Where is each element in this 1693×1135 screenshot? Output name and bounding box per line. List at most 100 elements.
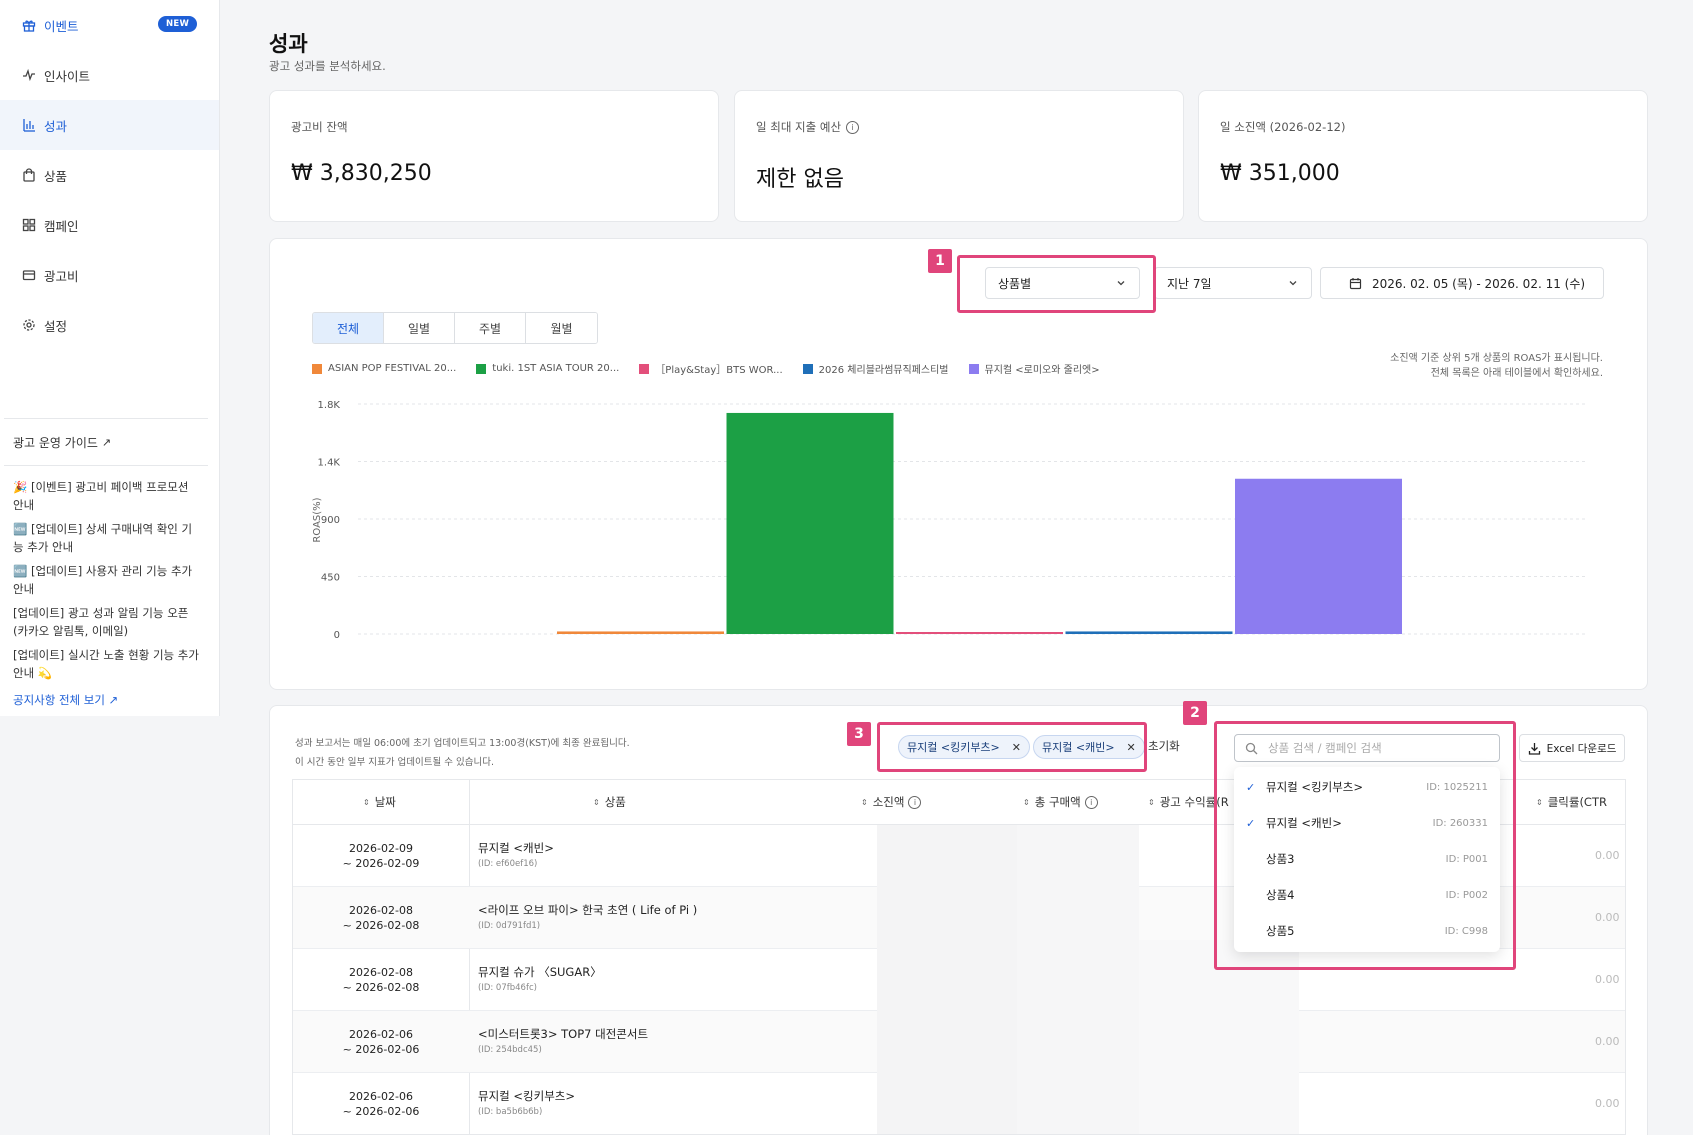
- excel-download-button[interactable]: Excel 다운로드: [1519, 734, 1625, 762]
- date-cell: 2026-02-09 ~ 2026-02-09: [342, 842, 420, 870]
- daily-spend-card: 일 소진액 (2026-02-12) ₩ 351,000: [1198, 90, 1648, 222]
- daily-budget-label: 일 최대 지출 예산 i: [756, 119, 860, 135]
- info-icon[interactable]: i: [908, 795, 922, 809]
- table-row[interactable]: 2026-02-08 ~ 2026-02-08 뮤지컬 슈가 〈SUGAR〉 (I…: [293, 949, 1625, 1011]
- reset-button[interactable]: 초기화: [1148, 739, 1180, 753]
- external-link-icon: ↗: [101, 435, 112, 449]
- product-id: (ID: ef60ef16): [478, 859, 538, 869]
- close-icon[interactable]: ✕: [1011, 740, 1021, 754]
- sidebar-item-label: 광고비: [44, 268, 79, 284]
- highlight-box-2: [1214, 721, 1516, 970]
- notice-item[interactable]: 🎉 [이벤트] 광고비 페이백 프로모션 안내: [13, 480, 189, 512]
- chart-legend: ASIAN POP FESTIVAL 20... tuki. 1ST ASIA …: [312, 361, 1120, 376]
- ctr-cell: 0.00: [1595, 1035, 1620, 1048]
- filter-chip[interactable]: 뮤지컬 <캐빈> ✕: [1033, 735, 1145, 759]
- sort-icon: ⇕: [593, 797, 600, 807]
- column-header-ctr[interactable]: ⇕ 클릭률(CTR: [1536, 795, 1607, 809]
- y-axis-label: ROAS(%): [312, 497, 323, 542]
- highlight-box-1: [957, 255, 1156, 313]
- date-cell: 2026-02-06 ~ 2026-02-06: [342, 1028, 420, 1056]
- column-divider: [469, 780, 470, 1134]
- table-row[interactable]: 2026-02-06 ~ 2026-02-06 뮤지컬 <킹키부츠> (ID: b…: [293, 1073, 1625, 1134]
- redacted-block: [1139, 940, 1299, 1134]
- bar-4[interactable]: [1065, 631, 1233, 634]
- all-notices-link[interactable]: 공지사항 전체 보기 ↗: [13, 693, 119, 707]
- dropdown-option[interactable]: 상품4 ID: P002: [1266, 888, 1488, 902]
- check-icon: ✓: [1246, 816, 1256, 830]
- column-header-roas[interactable]: ⇕ 광고 수익률(R: [1148, 795, 1229, 809]
- legend-item[interactable]: 뮤지컬 <로미오와 줄리엣>: [968, 361, 1100, 376]
- legend-item[interactable]: tuki. 1ST ASIA TOUR 20...: [476, 361, 619, 376]
- product-name: <라이프 오브 파이> 한국 초연 ( Life of Pi ): [478, 903, 698, 917]
- group-by-value: 상품별: [998, 276, 1032, 291]
- product-name: 뮤지컬 <킹키부츠>: [478, 1089, 575, 1103]
- dropdown-option[interactable]: 상품3 ID: P001: [1266, 852, 1488, 866]
- info-icon[interactable]: i: [1084, 795, 1098, 809]
- y-tick-label: 450: [321, 573, 340, 584]
- legend-item[interactable]: ［Play&Stay］BTS WOR...: [639, 361, 783, 376]
- sidebar-item-performance[interactable]: 성과: [0, 100, 219, 150]
- dropdown-option[interactable]: ✓ 뮤지컬 <캐빈> ID: 260331: [1246, 816, 1488, 830]
- date-range-picker[interactable]: 2026. 02. 05 (목) - 2026. 02. 11 (수): [1320, 267, 1604, 299]
- bar-3[interactable]: [896, 632, 1063, 634]
- date-cell: 2026-02-08 ~ 2026-02-08: [342, 966, 420, 994]
- table-note: 성과 보고서는 매일 06:00에 초기 업데이트되고 13:00경(KST)에…: [295, 738, 630, 768]
- legend-item[interactable]: ASIAN POP FESTIVAL 20...: [312, 361, 456, 376]
- bar-5[interactable]: [1235, 478, 1402, 634]
- product-search-input[interactable]: 상품 검색 / 캠페인 검색: [1234, 734, 1500, 762]
- ctr-cell: 0.00: [1595, 849, 1620, 862]
- highlight-box-3: [877, 722, 1147, 772]
- guide-link[interactable]: 광고 운영 가이드 ↗: [0, 419, 219, 465]
- product-search-dropdown: ✓ 뮤지컬 <킹키부츠> ID: 1025211 ✓ 뮤지컬 <캐빈> ID: 2603…: [1234, 767, 1500, 952]
- product-id: (ID: 0d791fd1): [478, 921, 541, 931]
- period-select[interactable]: 지난 7일: [1154, 267, 1312, 299]
- bar-1[interactable]: [557, 631, 724, 634]
- shopping-bag-icon: [22, 168, 36, 182]
- excel-label: Excel 다운로드: [1546, 742, 1617, 755]
- period-value: 지난 7일: [1167, 276, 1212, 291]
- sidebar-item-products[interactable]: 상품: [0, 150, 219, 200]
- dropdown-option[interactable]: 상품5 ID: C998: [1266, 924, 1488, 938]
- sidebar-item-event[interactable]: 이벤트 NEW: [0, 0, 219, 50]
- bar-chart-icon: [22, 118, 36, 132]
- annotation-badge-1: 1: [928, 249, 952, 273]
- close-icon[interactable]: ✕: [1126, 740, 1136, 754]
- tab-monthly[interactable]: 월별: [526, 313, 597, 343]
- column-header-product[interactable]: ⇕ 상품: [593, 795, 626, 809]
- y-tick-label: 1.8K: [318, 400, 341, 411]
- bar-2[interactable]: [726, 412, 894, 634]
- info-icon[interactable]: i: [846, 120, 860, 134]
- wallet-icon: [22, 268, 36, 282]
- product-name: 뮤지컬 슈가 〈SUGAR〉: [478, 965, 602, 979]
- product-name: 뮤지컬 <캐빈>: [478, 841, 554, 855]
- column-header-total-purchase[interactable]: ⇕ 총 구매액 i: [1023, 780, 1098, 824]
- notice-item[interactable]: [업데이트] 실시간 노출 현황 기능 추가 안내 💫: [13, 648, 199, 680]
- dropdown-option[interactable]: ✓ 뮤지컬 <킹키부츠> ID: 1025211: [1246, 780, 1488, 794]
- sidebar-item-label: 성과: [44, 118, 68, 134]
- chip-label: 뮤지컬 <킹키부츠>: [907, 741, 1000, 754]
- notice-item[interactable]: [업데이트] 광고 성과 알림 기능 오픈 (카카오 알림톡, 이메일): [13, 606, 189, 638]
- column-header-spend[interactable]: ⇕ 소진액 i: [861, 780, 922, 824]
- balance-label: 광고비 잔액: [291, 120, 348, 134]
- notice-item[interactable]: 🆕 [업데이트] 사용자 관리 기능 추가 안내: [13, 564, 193, 596]
- sidebar-item-ad-spend[interactable]: 광고비: [0, 250, 219, 300]
- sidebar-item-campaigns[interactable]: 캠페인: [0, 200, 219, 250]
- tab-daily[interactable]: 일별: [384, 313, 455, 343]
- sidebar-item-settings[interactable]: 설정: [0, 300, 219, 350]
- legend-item[interactable]: 2026 체리블라썸뮤직페스티벌: [802, 361, 949, 376]
- tab-weekly[interactable]: 주별: [455, 313, 526, 343]
- legend-swatch: [802, 363, 813, 374]
- filter-chip[interactable]: 뮤지컬 <킹키부츠> ✕: [898, 735, 1030, 759]
- new-badge: NEW: [158, 16, 198, 32]
- balance-card: 광고비 잔액 ₩ 3,830,250: [269, 90, 719, 222]
- group-by-select[interactable]: 상품별: [985, 267, 1140, 299]
- ctr-cell: 0.00: [1595, 973, 1620, 986]
- chevron-down-icon: [1117, 281, 1125, 286]
- sidebar-item-insight[interactable]: 인사이트: [0, 50, 219, 100]
- sidebar-divider: [4, 465, 208, 466]
- annotation-badge-2: 2: [1183, 701, 1207, 725]
- notice-item[interactable]: 🆕 [업데이트] 상세 구매내역 확인 기능 추가 안내: [13, 522, 193, 554]
- legend-swatch: [968, 363, 979, 374]
- column-header-date[interactable]: ⇕ 날짜: [363, 795, 396, 809]
- tab-all[interactable]: 전체: [313, 313, 384, 343]
